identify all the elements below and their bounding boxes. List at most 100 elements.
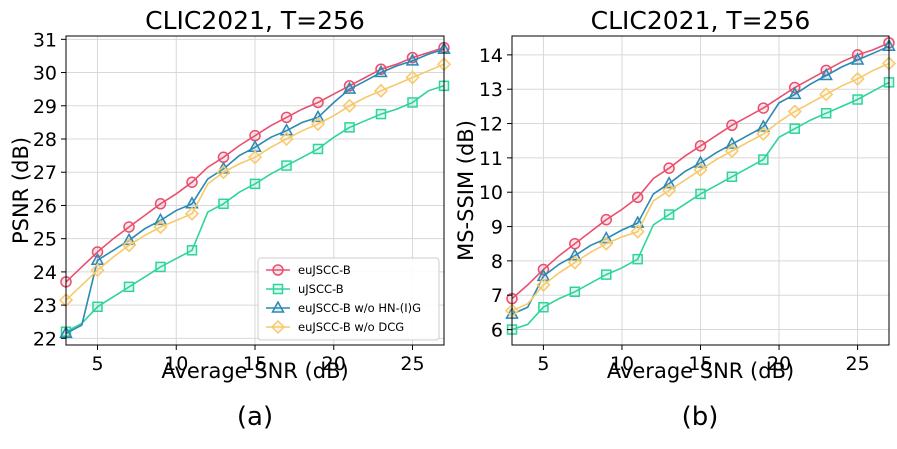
y-tick-label: 22: [33, 328, 57, 350]
data-point-1-16: [312, 143, 324, 155]
series-line-3: [511, 62, 890, 312]
data-point-2-20: [374, 64, 388, 78]
legend-box: [257, 257, 440, 341]
x-tick-label: 10: [610, 353, 634, 375]
panel-caption: (a): [237, 402, 273, 432]
y-tick-label: 14: [479, 45, 503, 67]
y-tick-label: 27: [33, 162, 57, 184]
data-point-2-16: [311, 109, 325, 123]
data-point-2-14: [279, 123, 294, 136]
data-point-0-6: [154, 198, 167, 210]
data-point-1-2: [92, 301, 103, 313]
data-point-1-6: [155, 261, 166, 273]
data-point-1-4: [123, 281, 135, 293]
data-point-1-8: [186, 245, 198, 256]
data-point-2-4: [568, 248, 582, 261]
data-point-3-8: [630, 224, 645, 239]
x-tick-label: 5: [537, 353, 549, 375]
panel-caption: (b): [682, 402, 719, 432]
data-point-2-12: [248, 139, 262, 153]
data-point-1-12: [249, 178, 261, 190]
x-tick-label: 20: [767, 353, 791, 375]
data-point-3-14: [724, 143, 739, 159]
data-point-2-14: [725, 136, 739, 149]
data-point-1-14: [281, 160, 292, 171]
data-point-3-8: [184, 206, 200, 221]
data-point-3-12: [693, 162, 708, 177]
data-point-1-6: [601, 269, 612, 280]
y-axis-label: PSNR (dB): [9, 137, 33, 244]
legend-marker-3: [270, 319, 286, 335]
x-tick-label: 20: [322, 353, 346, 375]
data-point-1-20: [375, 108, 387, 120]
data-point-0-10: [663, 162, 675, 174]
data-point-1-10: [218, 198, 229, 210]
data-point-1-10: [663, 209, 675, 220]
data-point-0-4: [569, 237, 581, 250]
data-point-2-10: [662, 176, 676, 189]
y-tick-label: 23: [33, 295, 57, 317]
x-tick-label: 10: [164, 353, 188, 375]
data-point-1-20: [820, 108, 832, 119]
data-point-1-18: [789, 123, 800, 134]
legend: euJSCC-B uJSCC-B euJSCC-B w/o HN-(I)G euJSC…: [257, 257, 440, 341]
data-point-0-12: [694, 140, 707, 152]
data-point-3-2: [90, 263, 105, 278]
chart-ms-ssim: 5 10 15 20 25 6 7 8 9 10 11 12 13 14 CLIC2021, T=256 Av…: [454, 6, 897, 432]
data-point-1-14: [726, 171, 738, 183]
data-point-3-4: [567, 255, 582, 270]
data-point-3-6: [599, 236, 614, 251]
series-line-1: [65, 85, 445, 333]
data-point-3-14: [279, 131, 294, 147]
y-tick-label: 24: [33, 262, 57, 284]
x-tick-label: 15: [243, 353, 267, 375]
data-point-2-18: [342, 81, 357, 94]
legend-marker-1: [272, 283, 284, 295]
series-line-1: [511, 81, 890, 331]
data-point-3-4: [121, 238, 137, 253]
data-point-1-4: [569, 286, 581, 298]
data-point-3-20: [373, 83, 389, 98]
data-point-2-22: [850, 52, 865, 65]
y-tick-label: 25: [33, 229, 57, 251]
data-point-0-14: [280, 111, 293, 124]
y-tick-label: 9: [491, 217, 503, 239]
data-point-3-16: [310, 116, 326, 132]
legend-label-1: uJSCC-B: [298, 282, 344, 296]
y-tick-label: 26: [33, 195, 57, 217]
y-tick-label: 12: [479, 114, 503, 136]
data-point-3-6: [153, 219, 168, 235]
y-tick-label: 10: [479, 182, 503, 204]
data-point-3-22: [850, 71, 865, 86]
y-tick-label: 6: [491, 320, 503, 342]
x-tick-label: 5: [91, 353, 103, 375]
data-point-3-10: [216, 165, 231, 180]
data-point-1-12: [695, 188, 706, 200]
data-point-0-16: [312, 96, 324, 109]
data-point-3-16: [756, 126, 771, 141]
x-tick-label: 25: [845, 353, 869, 375]
data-point-2-18: [787, 86, 802, 100]
chart-title: CLIC2021, T=256: [591, 6, 811, 35]
data-point-0-16: [757, 102, 770, 114]
data-point-3-22: [405, 70, 420, 85]
y-tick-label: 28: [33, 129, 57, 151]
data-point-2-12: [693, 155, 708, 168]
legend-marker-2: [271, 300, 285, 313]
data-point-2-22: [405, 53, 420, 66]
series-line-3: [65, 63, 445, 301]
data-point-2-20: [819, 67, 833, 81]
data-point-1-22: [852, 94, 863, 105]
legend-label-2: euJSCC-B w/o HN-(I)G: [298, 301, 421, 315]
legend-marker-0: [272, 264, 284, 276]
x-axis-label: Average SNR (dB): [607, 359, 794, 383]
data-point-3-10: [662, 183, 677, 198]
y-tick-label: 13: [479, 79, 503, 101]
data-point-0-6: [600, 213, 612, 226]
data-point-2-2: [536, 268, 551, 282]
chart-psnr: 5 10 15 20 25 22 23 24 25 26 27 28 29 30 31 CLIC2021, T…: [9, 6, 452, 432]
x-tick-label: 25: [400, 353, 424, 375]
y-tick-label: 31: [33, 29, 57, 51]
y-tick-label: 29: [33, 96, 57, 118]
